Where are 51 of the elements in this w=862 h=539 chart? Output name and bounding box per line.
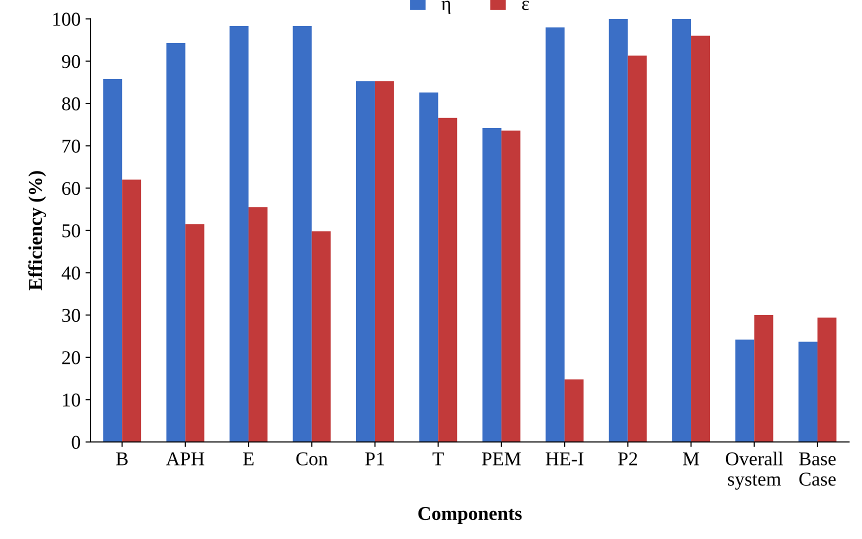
bar bbox=[546, 27, 565, 442]
bar bbox=[166, 42, 186, 442]
y-tick-label: 20 bbox=[62, 351, 80, 364]
bar bbox=[608, 18, 628, 442]
bar bbox=[438, 118, 458, 442]
y-tick-label: 60 bbox=[62, 182, 80, 196]
x-tick-label: PEM bbox=[482, 452, 521, 466]
bar bbox=[564, 379, 584, 442]
bar bbox=[185, 224, 204, 442]
y-tick-label: 30 bbox=[62, 308, 80, 322]
y-tick-label: 10 bbox=[63, 393, 80, 407]
y-tick-label: 0 bbox=[72, 436, 80, 449]
y-tick-label: 90 bbox=[62, 54, 80, 68]
legend-label: η bbox=[441, 0, 450, 14]
bar bbox=[312, 231, 331, 442]
bar bbox=[735, 340, 754, 442]
bar bbox=[482, 128, 502, 442]
x-tick-label: APH bbox=[166, 452, 204, 466]
bar bbox=[248, 207, 268, 442]
x-axis-title: Components bbox=[418, 507, 522, 524]
y-tick-label: 40 bbox=[62, 266, 80, 280]
x-tick-label: Con bbox=[296, 452, 328, 466]
bar bbox=[356, 81, 375, 442]
y-tick-label: 50 bbox=[62, 224, 80, 238]
bar bbox=[122, 180, 142, 442]
x-tick-label: M bbox=[682, 452, 700, 466]
x-tick-label: T bbox=[432, 452, 444, 466]
bar bbox=[419, 92, 438, 442]
y-tick-label: 80 bbox=[62, 97, 80, 110]
bar bbox=[754, 315, 774, 442]
y-tick-label: 70 bbox=[62, 140, 80, 153]
bar bbox=[292, 26, 312, 442]
bar bbox=[798, 342, 818, 442]
bar bbox=[230, 26, 249, 442]
x-tick-label: P2 bbox=[618, 452, 638, 466]
bar bbox=[374, 81, 394, 442]
bar bbox=[691, 36, 710, 442]
bar bbox=[628, 56, 647, 442]
legend-label: ε bbox=[522, 0, 529, 10]
y-axis-title: Efficiency (%) bbox=[28, 171, 46, 290]
bar bbox=[672, 18, 692, 442]
x-tick-label: HE-I bbox=[546, 452, 584, 466]
bar bbox=[817, 318, 836, 442]
x-tick-label: Overall system bbox=[726, 452, 784, 490]
bar bbox=[103, 78, 122, 442]
x-tick-label: Base Case bbox=[799, 452, 836, 486]
x-tick-label: E bbox=[243, 452, 254, 466]
y-tick-label: 100 bbox=[53, 12, 80, 26]
x-tick-label: B bbox=[116, 452, 128, 466]
x-tick-label: P1 bbox=[365, 452, 384, 466]
bar bbox=[501, 130, 520, 442]
